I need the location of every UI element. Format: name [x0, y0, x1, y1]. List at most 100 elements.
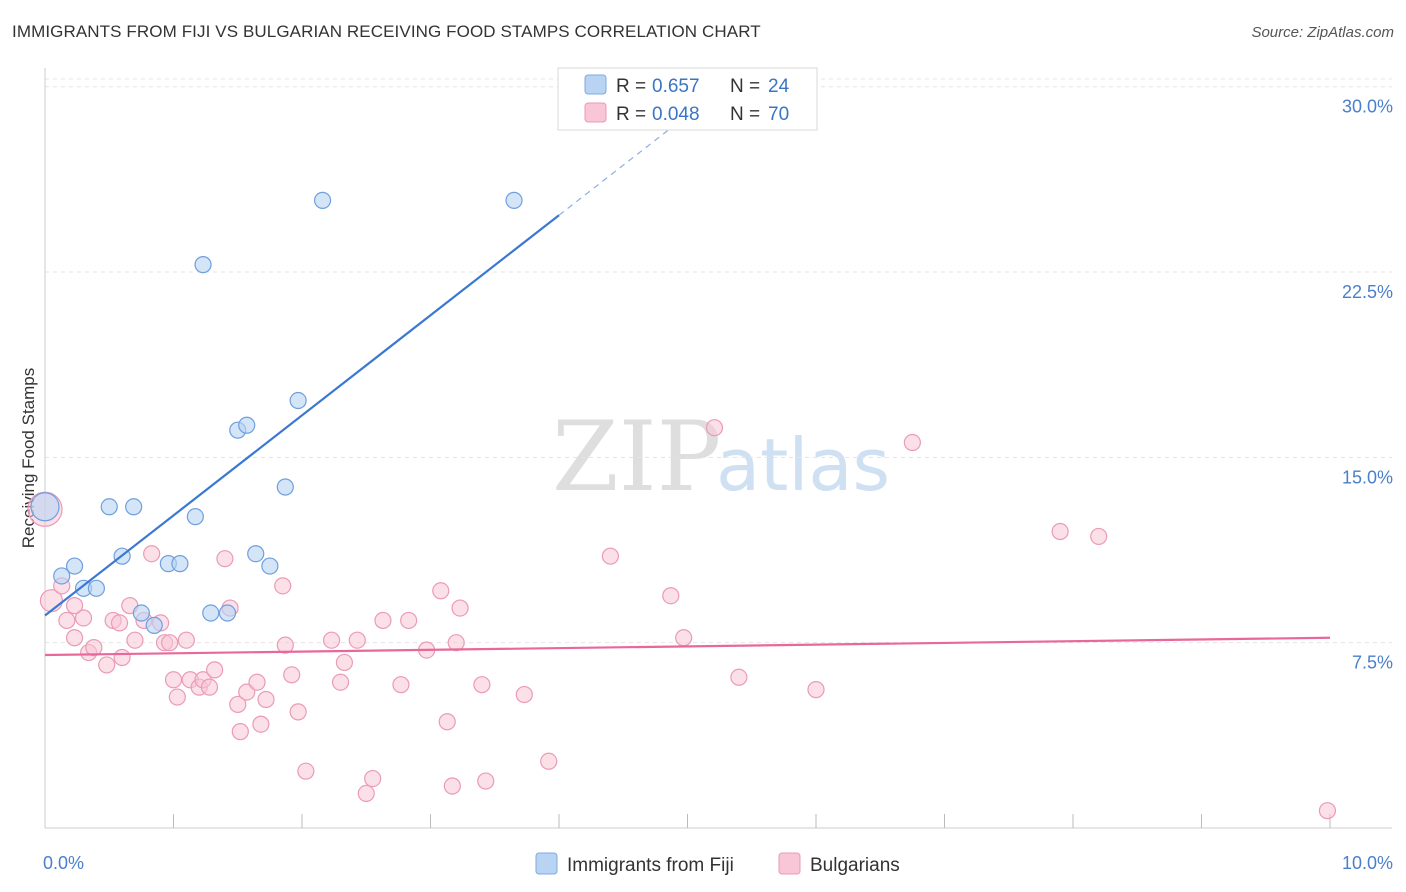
data-point-bulgarians: [65, 629, 84, 647]
data-point-bulgarians: [357, 784, 375, 803]
data-point-fiji: [202, 604, 220, 622]
data-point-fiji: [30, 492, 60, 522]
data-point-bulgarians: [85, 639, 103, 657]
data-point-bulgarians: [252, 715, 270, 733]
data-point-bulgarians: [540, 752, 558, 770]
trend-line-bulgarians: [44, 636, 1331, 657]
data-point-bulgarians: [65, 597, 84, 615]
data-point-bulgarians: [98, 656, 116, 674]
data-point-bulgarians: [161, 634, 179, 652]
data-point-bulgarians: [432, 582, 450, 600]
series-legend: Immigrants from Fiji Bulgarians: [535, 852, 900, 876]
chart-title: IMMIGRANTS FROM FIJI VS BULGARIAN RECEIV…: [12, 22, 761, 41]
legend-swatch-fiji: [584, 74, 607, 95]
trend-line-fiji: [44, 214, 560, 617]
bottom-legend-swatch-fiji: [535, 852, 558, 875]
data-point-bulgarians: [289, 703, 307, 721]
data-point-bulgarians: [274, 577, 292, 595]
data-point-bulgarians: [238, 683, 256, 701]
data-point-bulgarians: [322, 631, 341, 649]
legend-r-value: 0.048: [652, 104, 700, 125]
y-tick-label: 30.0%: [1342, 97, 1393, 117]
data-point-bulgarians: [1051, 522, 1069, 541]
data-point-bulgarians: [143, 545, 161, 563]
watermark-atlas: atlas: [716, 423, 890, 507]
axes: [44, 68, 1392, 829]
data-point-bulgarians: [601, 547, 620, 565]
trend-lines: [44, 114, 1331, 657]
data-point-fiji: [145, 616, 163, 634]
data-point-fiji: [289, 391, 307, 410]
data-point-fiji: [276, 478, 294, 496]
trend-line-fiji-extension: [558, 114, 688, 216]
legend-r-label: R =: [616, 76, 646, 97]
data-point-fiji: [247, 545, 265, 563]
data-point-bulgarians: [364, 769, 382, 788]
data-point-bulgarians: [248, 673, 266, 691]
legend-r-label: R =: [616, 104, 646, 125]
data-point-bulgarians: [229, 695, 247, 714]
series-bulgarians: [27, 419, 1337, 820]
data-point-bulgarians: [297, 762, 315, 780]
data-point-fiji: [186, 508, 204, 526]
legend-n-value: 70: [768, 104, 789, 125]
data-point-bulgarians: [438, 713, 456, 731]
y-tick-label: 7.5%: [1352, 653, 1393, 673]
data-point-bulgarians: [126, 631, 144, 649]
correlation-legend: R = 0.657 N = 24 R = 0.048 N = 70: [557, 67, 818, 131]
data-point-bulgarians: [662, 587, 680, 605]
data-point-bulgarians: [74, 609, 93, 627]
data-point-bulgarians: [200, 678, 219, 696]
bottom-legend-label-fiji: Immigrants from Fiji: [567, 855, 734, 876]
data-point-bulgarians: [477, 772, 495, 790]
data-point-bulgarians: [400, 611, 418, 630]
series-fiji: [30, 191, 523, 634]
legend-n-label: N =: [730, 76, 760, 97]
data-point-bulgarians: [283, 666, 301, 684]
data-point-bulgarians: [443, 777, 461, 795]
data-point-fiji: [261, 557, 279, 575]
data-point-bulgarians: [705, 419, 724, 437]
data-point-bulgarians: [231, 723, 249, 741]
x-tick-labels: 0.0% 10.0%: [43, 853, 1393, 873]
data-point-bulgarians: [164, 671, 183, 689]
data-point-fiji: [505, 191, 523, 209]
data-point-fiji: [313, 191, 332, 209]
source-credit: Source: ZipAtlas.com: [1251, 24, 1394, 41]
data-point-bulgarians: [206, 661, 224, 679]
watermark: ZIP atlas: [552, 401, 890, 513]
data-point-fiji: [171, 555, 189, 573]
data-point-bulgarians: [335, 653, 354, 672]
data-point-bulgarians: [447, 634, 465, 652]
x-tick-label: 0.0%: [43, 853, 84, 873]
data-point-bulgarians: [374, 611, 392, 630]
legend-swatch-bulgarians: [584, 102, 607, 123]
data-point-bulgarians: [515, 685, 533, 704]
data-point-bulgarians: [1090, 527, 1108, 546]
grid-lines: [45, 78, 1392, 644]
legend-r-value: 0.657: [652, 76, 700, 97]
data-point-bulgarians: [392, 676, 410, 694]
y-tick-labels: 7.5% 15.0% 22.5% 30.0%: [1342, 97, 1393, 673]
data-point-bulgarians: [276, 636, 294, 654]
data-point-bulgarians: [257, 690, 275, 709]
data-point-bulgarians: [348, 631, 366, 649]
data-point-bulgarians: [1318, 802, 1337, 820]
data-point-fiji: [125, 498, 143, 516]
data-point-fiji: [132, 604, 150, 622]
data-point-fiji: [194, 256, 212, 274]
bottom-legend-label-bulgarians: Bulgarians: [810, 855, 900, 876]
data-point-bulgarians: [113, 648, 131, 667]
data-point-bulgarians: [473, 676, 491, 694]
data-point-fiji: [53, 567, 71, 585]
data-point-bulgarians: [331, 673, 350, 691]
data-point-bulgarians: [110, 614, 129, 632]
data-point-bulgarians: [168, 688, 186, 706]
data-point-bulgarians: [730, 668, 748, 686]
data-point-bulgarians: [216, 550, 234, 568]
data-point-fiji: [87, 579, 106, 597]
data-point-bulgarians: [451, 599, 469, 617]
data-point-bulgarians: [177, 631, 195, 649]
data-point-bulgarians: [58, 611, 76, 630]
